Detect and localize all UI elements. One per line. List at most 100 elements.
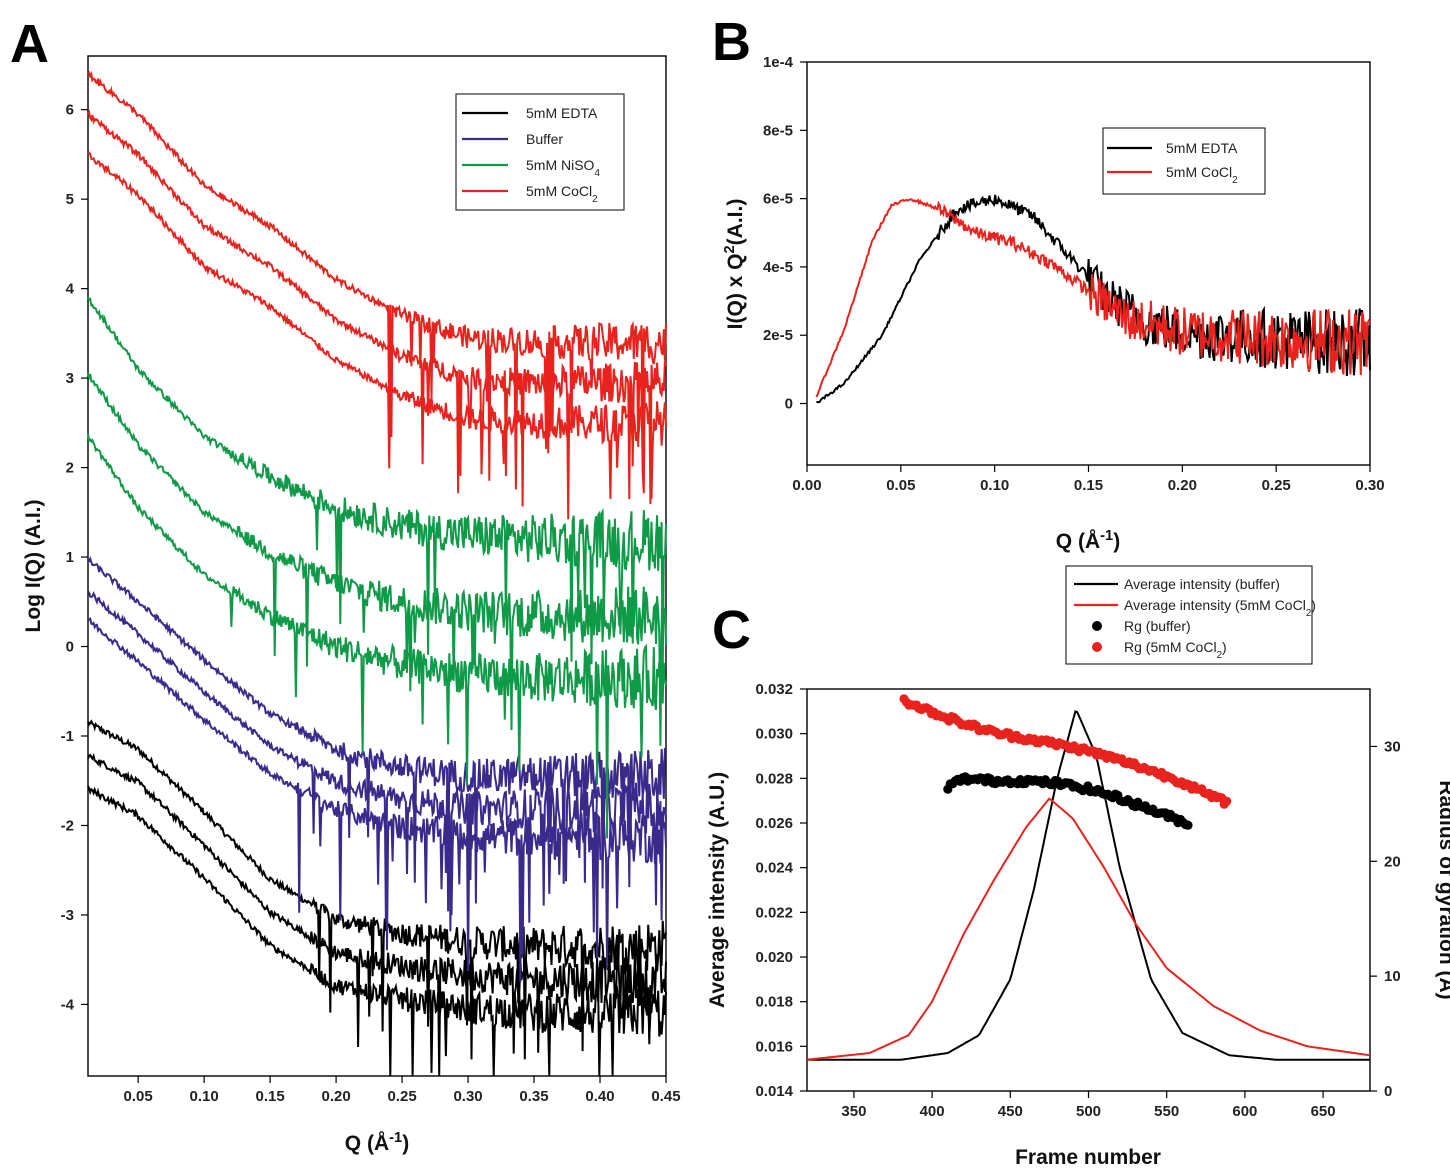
panel-a-x-tick-label: 0.45 xyxy=(651,1088,680,1105)
panel-a-x-tick-label: 0.40 xyxy=(585,1088,614,1105)
panel-a-y-axis-label: Log I(Q) (A.I.) xyxy=(22,500,45,633)
panel-a-series-line xyxy=(87,297,667,676)
panel-a-series-line xyxy=(87,555,666,912)
panel-a-series-line xyxy=(87,70,667,481)
panel-a-y-tick-label: -4 xyxy=(61,996,75,1013)
panel-c-y-tick-label: 0.018 xyxy=(755,994,793,1011)
panel-c-y-tick-label: 0.028 xyxy=(755,770,793,787)
panel-a-y-tick-label: -3 xyxy=(61,907,74,924)
panel-c-x-axis-label: Frame number xyxy=(1015,1146,1161,1169)
panel-a: A 0.05 0.10 0.15 0.20 0.25 0.30 0.35 0.40 0.45 -4… xyxy=(10,14,681,1155)
panel-a-x-tick-label: 0.25 xyxy=(387,1088,416,1105)
panel-c-y-tick-label: 0.026 xyxy=(755,815,793,832)
panel-b-y-axis-label: I(Q) x Q2(A.I.) xyxy=(722,199,747,330)
panel-c-y-axis-label: Average intensity (A.U.) xyxy=(706,772,729,1008)
panel-c-series-group xyxy=(806,694,1371,1061)
panel-c-y-tick-label: 0.022 xyxy=(755,904,793,921)
panel-b-series-line xyxy=(815,198,1371,398)
panel-c-legend: Average intensity (buffer) Average intens… xyxy=(1065,565,1316,665)
panel-a-series-line xyxy=(87,719,667,1060)
panel-b-legend-label: 5mM CoCl2 xyxy=(1166,164,1238,186)
panel-a-series-line xyxy=(87,590,667,932)
panel-a-legend-label: Buffer xyxy=(526,131,563,147)
panel-a-x-tick-label: 0.15 xyxy=(256,1088,285,1105)
panel-b-y-tick-label: 6e-5 xyxy=(763,191,793,208)
panel-a-series-line xyxy=(88,617,667,983)
panel-c-y-tick-label: 0.020 xyxy=(755,949,793,966)
panel-c-y2-axis-label: Radius of gyration (Å) xyxy=(1435,780,1450,999)
panel-b-legend-box xyxy=(1102,127,1266,195)
panel-a-y-tick-label: 6 xyxy=(66,102,74,119)
panel-c-y2-tick-label: 0 xyxy=(1384,1083,1392,1100)
panel-c-rg-point xyxy=(1222,796,1232,806)
panel-a-x-tick-label: 0.30 xyxy=(453,1088,482,1105)
panel-c-y-tick-label: 0.016 xyxy=(755,1038,793,1055)
panel-c-x-tick-label: 500 xyxy=(1076,1103,1101,1120)
panel-c-legend-label: Rg (5mM CoCl2) xyxy=(1124,639,1227,661)
panel-c-x-tick-label: 350 xyxy=(841,1103,866,1120)
panel-b-y-tick-label: 2e-5 xyxy=(763,327,793,344)
panel-c-legend-label: Average intensity (buffer) xyxy=(1124,576,1280,592)
panel-a-x-tick-label: 0.05 xyxy=(124,1088,153,1105)
panel-b-legend: 5mM EDTA 5mM CoCl2 xyxy=(1102,127,1266,195)
panel-b-y-tick-label: 0 xyxy=(785,396,793,413)
panel-a-legend: 5mM EDTA Buffer 5mM NiSO4 5mM CoCl2 xyxy=(455,93,625,211)
panel-a-x-tick-label: 0.20 xyxy=(321,1088,350,1105)
panel-b-x-tick-label: 0.15 xyxy=(1074,477,1103,494)
panel-a-y-tick-label: 5 xyxy=(66,191,74,208)
panel-c-y-tick-label: 0.024 xyxy=(755,860,793,877)
panel-a-y-tick-label: 1 xyxy=(66,549,74,566)
panel-c-legend-label: Average intensity (5mM CoCl2) xyxy=(1124,597,1316,619)
panel-a-y-tick-label: -2 xyxy=(61,817,74,834)
panel-c-x-tick-label: 600 xyxy=(1232,1103,1257,1120)
panel-b-series-line xyxy=(816,194,1371,404)
panel-a-x-axis-label: Q (Å-1) xyxy=(345,1130,409,1155)
panel-b-series-group xyxy=(815,194,1371,404)
panel-c-intensity-line xyxy=(807,710,1370,1061)
panel-b-y-tick-label: 8e-5 xyxy=(763,122,793,139)
panel-b-x-tick-label: 0.20 xyxy=(1168,477,1197,494)
panel-c-y2-tick-label: 30 xyxy=(1384,738,1401,755)
panel-c-x-tick-label: 550 xyxy=(1154,1103,1179,1120)
panel-a-series-group xyxy=(87,70,667,1077)
panel-c-legend-swatch xyxy=(1092,642,1102,652)
panel-c-x-tick-label: 650 xyxy=(1311,1103,1336,1120)
panel-c-y-tick-label: 0.032 xyxy=(755,681,793,698)
panel-a-plot-frame xyxy=(87,55,667,1077)
panel-a-y-tick-label: 0 xyxy=(66,639,74,656)
panel-c-y-tick-label: 0.030 xyxy=(755,726,793,743)
panel-c: C 350 400 450 500 550 600 650 0.014 0.016 0.018 0.… xyxy=(706,565,1450,1169)
panel-c-label: C xyxy=(712,600,751,660)
panel-c-rg-point xyxy=(1183,820,1193,830)
panel-b-x-tick-label: 0.10 xyxy=(980,477,1009,494)
panel-a-series-line xyxy=(87,752,667,1077)
panel-a-series-line xyxy=(87,433,667,839)
panel-a-y-tick-label: 3 xyxy=(66,370,74,387)
panel-c-x-tick-label: 400 xyxy=(920,1103,945,1120)
panel-c-y-tick-label: 0.014 xyxy=(755,1083,793,1100)
panel-c-y2-tick-label: 10 xyxy=(1384,968,1401,985)
panel-c-y2-tick-label: 20 xyxy=(1384,853,1401,870)
panel-b-x-tick-label: 0.30 xyxy=(1355,477,1384,494)
panel-c-legend-box xyxy=(1065,565,1313,665)
panel-a-y-tick-label: 4 xyxy=(66,281,75,298)
panel-c-legend-swatch xyxy=(1092,621,1102,631)
panel-c-legend-label: Rg (buffer) xyxy=(1124,618,1191,634)
panel-c-intensity-line xyxy=(806,797,1371,1061)
panel-a-series-line xyxy=(87,150,667,499)
panel-b-x-tick-label: 0.25 xyxy=(1262,477,1291,494)
panel-b-label: B xyxy=(712,12,751,72)
panel-b-y-tick-label: 4e-5 xyxy=(763,259,793,276)
panel-a-legend-label: 5mM NiSO4 xyxy=(526,157,600,179)
panel-a-label: A xyxy=(10,14,49,74)
panel-b-legend-label: 5mM EDTA xyxy=(1166,140,1238,156)
panel-a-series-line xyxy=(87,372,667,746)
panel-a-legend-label: 5mM CoCl2 xyxy=(526,183,598,205)
panel-b-x-axis-label: Q (Å-1) xyxy=(1056,528,1120,553)
panel-a-legend-label: 5mM EDTA xyxy=(526,105,598,121)
panel-c-x-tick-label: 450 xyxy=(998,1103,1023,1120)
panel-b-x-tick-label: 0.00 xyxy=(792,477,821,494)
panel-a-x-tick-label: 0.35 xyxy=(519,1088,548,1105)
panel-a-x-tick-label: 0.10 xyxy=(190,1088,219,1105)
panel-b-x-tick-label: 0.05 xyxy=(886,477,915,494)
